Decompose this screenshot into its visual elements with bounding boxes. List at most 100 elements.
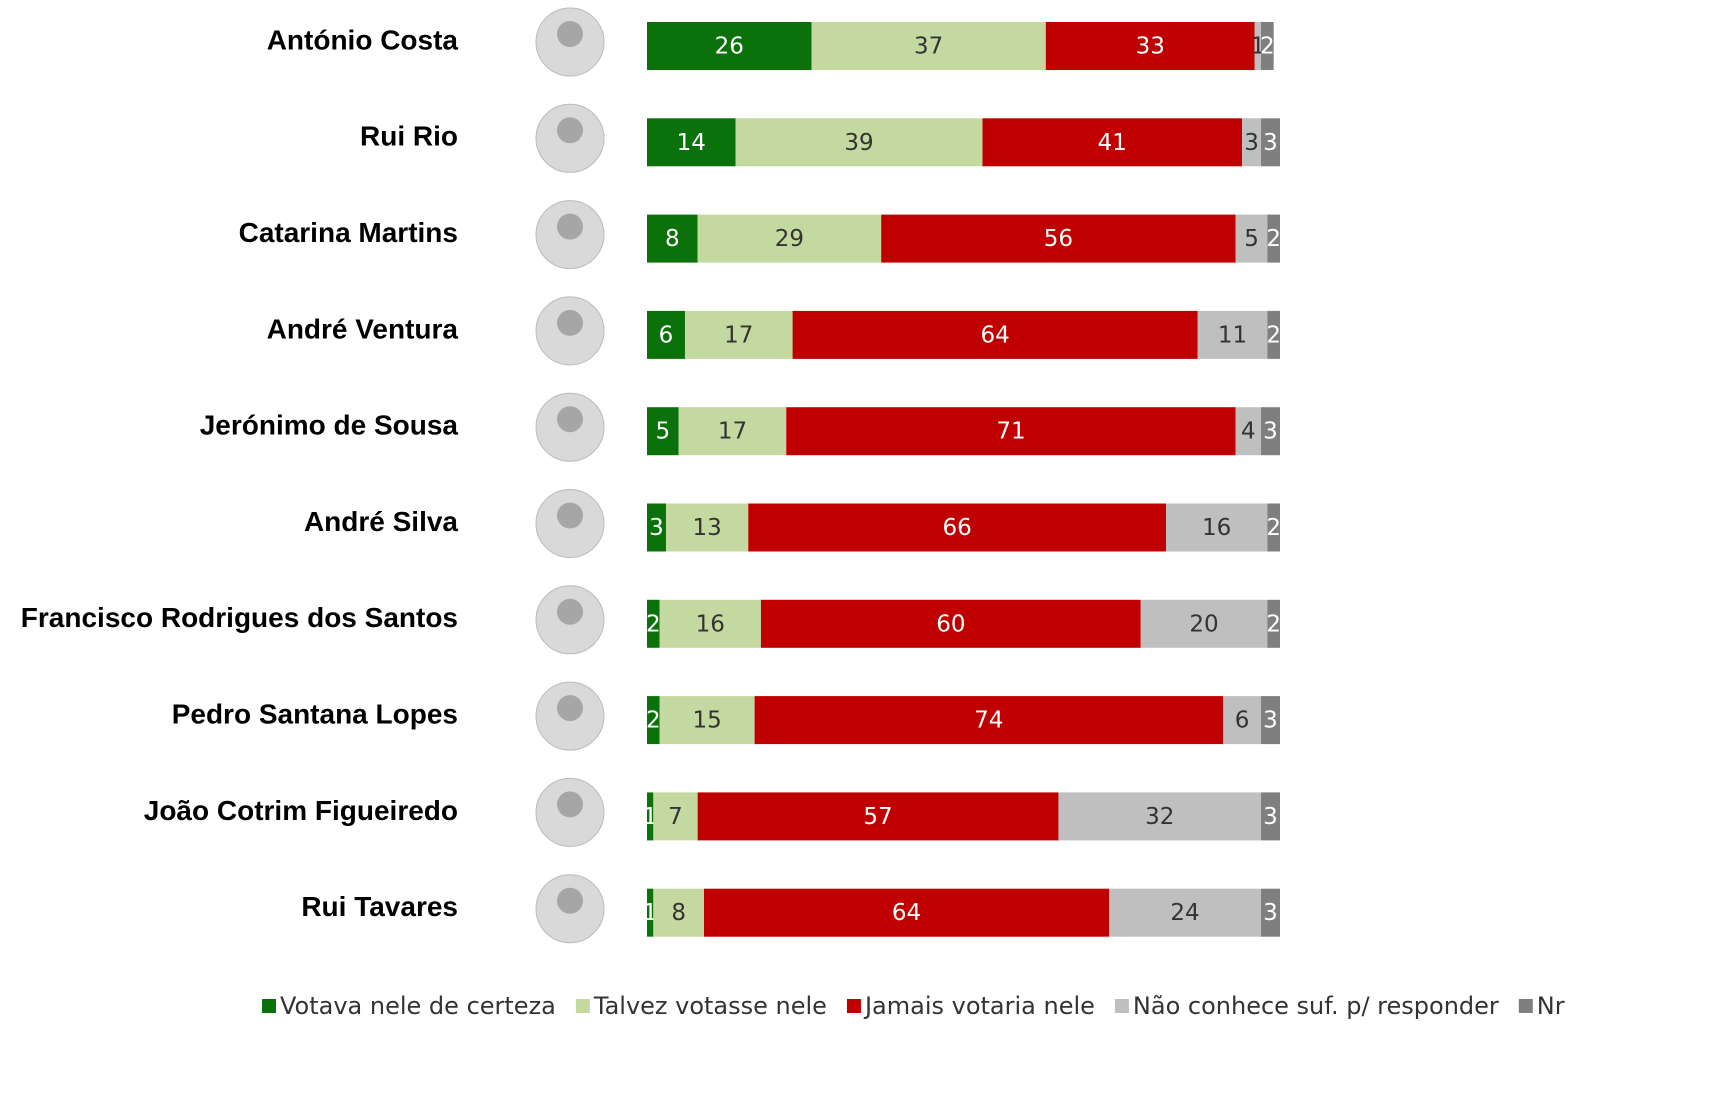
bar-segment <box>647 310 685 359</box>
legend-swatch <box>575 999 590 1013</box>
bar-segment <box>735 118 983 167</box>
avatar-head <box>557 695 583 722</box>
value-label: 3 <box>1263 130 1278 156</box>
value-label: 15 <box>692 708 721 734</box>
bar-segment <box>1197 310 1268 359</box>
bar-segment <box>760 599 1141 648</box>
bar-segment <box>1058 792 1262 841</box>
value-label: 3 <box>1263 804 1278 830</box>
bar-segment <box>1261 407 1280 456</box>
value-label: 71 <box>996 419 1025 445</box>
value-label: 7 <box>668 804 683 830</box>
value-label: 56 <box>1044 226 1073 252</box>
avatar-head <box>557 21 583 47</box>
bar-segment <box>1109 888 1262 937</box>
value-label: 4 <box>1241 419 1256 445</box>
value-label: 8 <box>665 226 680 252</box>
bar-segment <box>703 888 1110 937</box>
avatar-head <box>557 598 583 625</box>
value-label: 2 <box>1266 322 1281 348</box>
bar-segment <box>792 310 1198 359</box>
bar-segment <box>659 696 755 745</box>
bar-segment <box>1267 310 1280 359</box>
bar-segment <box>1261 118 1280 167</box>
value-label: 11 <box>1218 322 1247 348</box>
value-label: 20 <box>1189 611 1218 637</box>
bar-segment <box>665 503 749 552</box>
avatar-head <box>557 117 583 144</box>
person-name: Catarina Martins <box>239 217 458 248</box>
bar-segment <box>1267 599 1280 648</box>
bar-segment <box>1223 696 1262 745</box>
value-label: 3 <box>649 515 664 541</box>
value-label: 3 <box>1263 900 1278 926</box>
bar-segment <box>1045 22 1255 70</box>
value-label: 8 <box>671 900 686 926</box>
bar-segment <box>1254 22 1262 70</box>
value-label: 2 <box>646 708 661 734</box>
bar-segment <box>1261 792 1280 841</box>
value-label: 14 <box>677 130 706 156</box>
value-label: 33 <box>1136 34 1165 60</box>
value-label: 2 <box>646 611 661 637</box>
bar-segment <box>1166 503 1268 552</box>
value-label: 74 <box>974 708 1003 734</box>
value-label: 16 <box>1202 515 1231 541</box>
avatar-head <box>557 309 583 336</box>
bar-segment <box>647 792 654 841</box>
value-label: 5 <box>1244 226 1259 252</box>
value-label: 32 <box>1145 804 1174 830</box>
bar-segment <box>684 310 793 359</box>
value-label: 5 <box>656 419 671 445</box>
bar-segment <box>647 22 812 70</box>
value-label: 60 <box>936 611 965 637</box>
person-name: Rui Rio <box>360 121 458 152</box>
bar-segment <box>1261 888 1280 937</box>
legend-label: Não conhece suf. p/ responder <box>1133 992 1499 1020</box>
bar-segment <box>647 696 660 745</box>
avatar-head <box>557 502 583 529</box>
person-name: Rui Tavares <box>301 891 458 922</box>
value-label: 2 <box>1266 515 1281 541</box>
bar-segment <box>1267 503 1280 552</box>
bar-segment <box>678 407 787 456</box>
bar-segment <box>659 599 761 648</box>
value-label: 2 <box>1266 226 1281 252</box>
value-label: 3 <box>1244 130 1259 156</box>
bar-segment <box>1267 214 1280 263</box>
bar-segment <box>811 22 1046 70</box>
bar-segment <box>653 888 704 937</box>
legend-swatch <box>1114 999 1129 1013</box>
value-label: 3 <box>1263 419 1278 445</box>
person-name: António Costa <box>267 24 459 55</box>
person-name: Francisco Rodrigues dos Santos <box>21 602 458 633</box>
bar-segment <box>748 503 1167 552</box>
bar-segment <box>754 696 1224 745</box>
person-name: Jerónimo de Sousa <box>200 410 459 441</box>
value-label: 6 <box>1235 708 1250 734</box>
bar-segment <box>881 214 1236 263</box>
bar-segment <box>697 792 1059 841</box>
value-label: 6 <box>659 322 674 348</box>
legend-label: Talvez votasse nele <box>593 992 827 1020</box>
value-label: 26 <box>715 34 744 60</box>
bar-segment <box>647 503 666 552</box>
bar-segment <box>1242 118 1262 167</box>
bar-segment <box>1261 22 1274 70</box>
bar-segment <box>647 599 660 648</box>
value-label: 64 <box>981 322 1010 348</box>
bar-segment <box>1235 407 1262 456</box>
value-label: 13 <box>692 515 721 541</box>
value-label: 37 <box>914 34 943 60</box>
bar-segment <box>697 214 882 263</box>
value-label: 39 <box>844 130 873 156</box>
bar-segment <box>653 792 698 841</box>
value-label: 2 <box>1266 611 1281 637</box>
person-name: Pedro Santana Lopes <box>172 698 458 729</box>
value-label: 66 <box>943 515 972 541</box>
value-label: 57 <box>863 804 892 830</box>
value-label: 2 <box>1260 34 1275 60</box>
bar-segment <box>1140 599 1268 648</box>
bar-segment <box>647 214 698 263</box>
